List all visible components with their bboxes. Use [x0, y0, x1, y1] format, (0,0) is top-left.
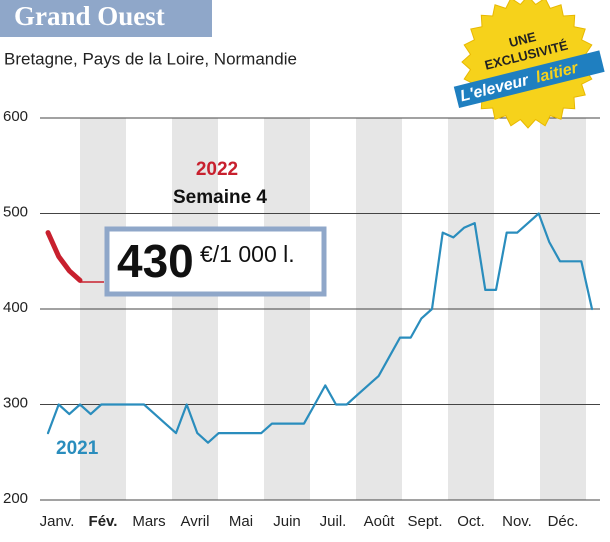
badge: UNE EXCLUSIVITÉ L'eleveur laitier — [453, 0, 605, 129]
y-tick-label: 600 — [3, 108, 28, 125]
badge-brand-box — [453, 50, 605, 109]
x-tick-label: Janv. — [40, 513, 75, 530]
title-bar — [0, 0, 212, 37]
x-tick-label: Mai — [229, 513, 253, 530]
legend-2021: 2021 — [56, 438, 99, 459]
x-tick-label: Avril — [181, 513, 210, 530]
series-line — [46, 212, 594, 444]
annotation-unit: €/1 000 l. — [200, 241, 295, 267]
annotation-value: 430 — [117, 235, 194, 287]
x-tick-label: Fév. — [89, 513, 118, 530]
y-tick-label: 400 — [3, 299, 28, 316]
chart-title: Grand Ouest — [14, 1, 165, 31]
y-tick-label: 500 — [3, 203, 28, 220]
legend-2022: 2022 — [196, 159, 238, 180]
x-tick-label: Juin — [273, 513, 301, 530]
chart-subtitle: Bretagne, Pays de la Loire, Normandie — [4, 49, 297, 68]
badge-line1: UNE — [507, 29, 538, 50]
marks — [45, 212, 594, 444]
series-line — [45, 230, 83, 283]
y-tick-label: 300 — [3, 394, 28, 411]
x-tick-label: Juil. — [320, 513, 347, 530]
x-tick-label: Oct. — [457, 513, 485, 530]
x-tick-label: Sept. — [407, 513, 442, 530]
x-tick-label: Août — [364, 513, 396, 530]
x-tick-label: Mars — [132, 513, 165, 530]
x-tick-label: Nov. — [502, 513, 532, 530]
x-tick-label: Déc. — [548, 513, 579, 530]
annotation-week: Semaine 4 — [173, 187, 267, 208]
annotation-box — [104, 226, 327, 297]
y-tick-label: 200 — [3, 490, 28, 507]
